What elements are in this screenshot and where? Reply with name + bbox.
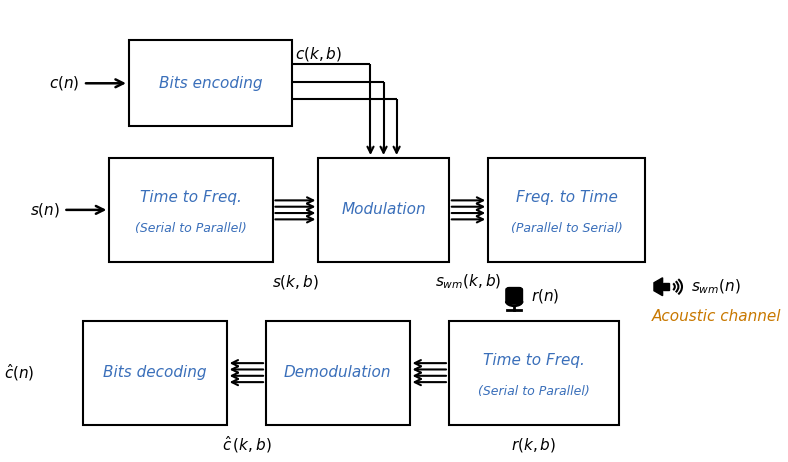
Text: $\hat{c}(n)$: $\hat{c}(n)$	[3, 362, 34, 383]
Bar	[266, 321, 410, 425]
Text: (Parallel to Serial): (Parallel to Serial)	[511, 222, 623, 235]
Text: $r(n)$: $r(n)$	[530, 287, 559, 305]
Bar	[110, 158, 273, 262]
Bar	[83, 321, 227, 425]
Text: $s(n)$: $s(n)$	[30, 201, 60, 219]
Text: Time to Freq.: Time to Freq.	[483, 353, 585, 368]
Text: $c(k,b)$: $c(k,b)$	[296, 45, 343, 63]
Text: Acoustic channel: Acoustic channel	[652, 309, 781, 323]
Text: $c(n)$: $c(n)$	[50, 74, 80, 92]
Text: Time to Freq.: Time to Freq.	[140, 190, 242, 205]
Bar	[488, 158, 645, 262]
Text: Bits encoding: Bits encoding	[158, 76, 262, 91]
Polygon shape	[663, 283, 669, 290]
Text: Freq. to Time: Freq. to Time	[515, 190, 617, 205]
Text: Demodulation: Demodulation	[284, 365, 392, 380]
Text: $r(k,b)$: $r(k,b)$	[511, 436, 556, 454]
Text: Modulation: Modulation	[341, 202, 426, 218]
Bar	[318, 158, 449, 262]
Bar	[128, 40, 292, 126]
Text: (Serial to Parallel): (Serial to Parallel)	[135, 222, 247, 235]
Bar	[449, 321, 619, 425]
Text: (Serial to Parallel): (Serial to Parallel)	[478, 385, 589, 398]
FancyBboxPatch shape	[506, 287, 522, 304]
Text: $\hat{c}\,(k,b)$: $\hat{c}\,(k,b)$	[221, 435, 271, 456]
Text: $s(k,b)$: $s(k,b)$	[272, 273, 319, 291]
Polygon shape	[654, 278, 663, 296]
Text: $s_{wm}(n)$: $s_{wm}(n)$	[690, 278, 740, 296]
Text: Bits decoding: Bits decoding	[103, 365, 206, 380]
Text: $s_{wm}(k,b)$: $s_{wm}(k,b)$	[435, 273, 502, 292]
